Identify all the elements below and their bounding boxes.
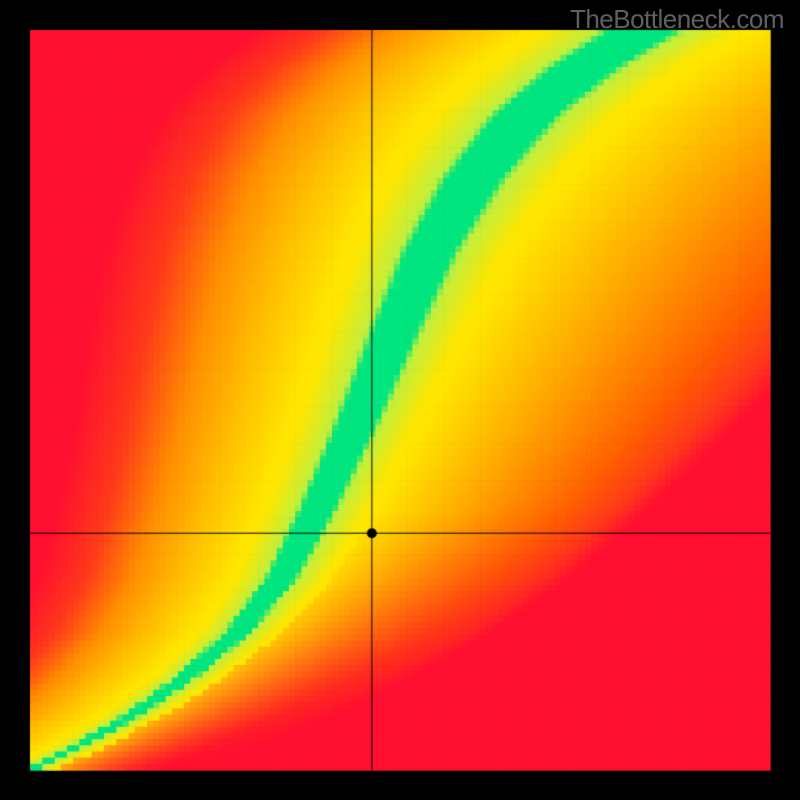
chart-container: TheBottleneck.com <box>0 0 800 800</box>
watermark-text: TheBottleneck.com <box>570 4 784 35</box>
bottleneck-heatmap <box>0 0 800 800</box>
